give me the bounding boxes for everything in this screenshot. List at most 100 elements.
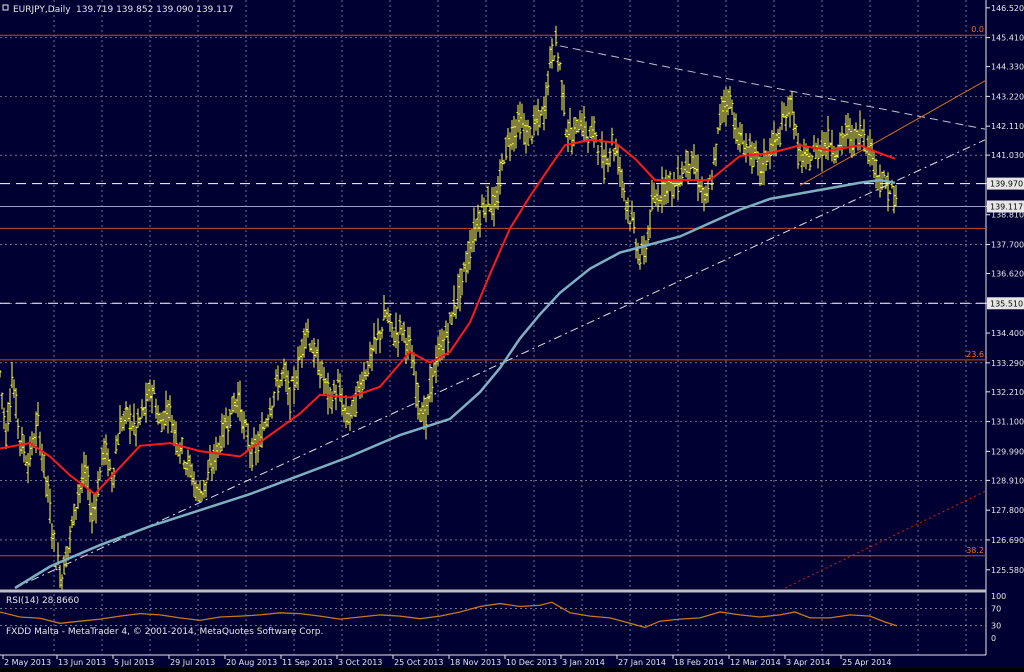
price-bar (882, 170, 886, 179)
price-bar (166, 400, 170, 434)
price-bar (516, 104, 520, 133)
price-bar (416, 382, 420, 420)
price-bar (80, 463, 84, 493)
price-bar (522, 113, 526, 145)
price-bar (150, 384, 154, 414)
fib-level-label: 38.2 (966, 546, 984, 555)
price-bar (460, 268, 464, 296)
price-bar (186, 449, 190, 478)
price-bar (304, 322, 308, 349)
price-bar (18, 440, 22, 457)
price-bar (350, 399, 354, 419)
price-bar (874, 158, 878, 189)
price-bar (564, 128, 568, 138)
price-bar (508, 132, 512, 162)
price-axis-area (986, 0, 1024, 668)
price-bar (402, 321, 406, 343)
price-bar (332, 379, 336, 395)
price-bar (430, 367, 434, 403)
price-bar (512, 115, 516, 152)
price-bar (454, 305, 458, 319)
date-tick-label: 18 Nov 2013 (450, 658, 501, 667)
price-bar (682, 165, 686, 174)
price-bar (638, 254, 642, 270)
price-bar (498, 159, 502, 195)
price-bar (144, 382, 148, 423)
price-bar (412, 352, 416, 376)
trendline (784, 490, 986, 589)
price-tag (987, 177, 1024, 190)
price-bar (230, 396, 234, 415)
price-bar (364, 369, 368, 380)
price-bar (620, 168, 624, 198)
price-bar (518, 101, 522, 140)
price-bar (770, 130, 774, 156)
price-bar (524, 120, 528, 154)
price-bar (586, 136, 590, 153)
price-bar (408, 326, 412, 354)
moving-average-slow (14, 178, 896, 590)
price-bar (108, 459, 112, 471)
date-tick-label: 5 Jul 2013 (114, 658, 154, 667)
price-bar (282, 358, 286, 379)
price-bar (190, 463, 194, 486)
price-bar (118, 405, 122, 434)
price-bar (530, 135, 534, 145)
price-bar (388, 312, 392, 332)
price-bar (280, 369, 284, 387)
price-bar (484, 203, 488, 223)
price-bar (614, 138, 618, 157)
price-bar (318, 361, 322, 389)
price-bar (514, 119, 518, 149)
fib-level-label: 23.6 (966, 350, 984, 359)
price-bar (46, 475, 50, 503)
price-bar (888, 190, 892, 195)
price-bar (372, 322, 376, 352)
price-bar (286, 370, 290, 406)
price-bar (138, 416, 142, 426)
price-bar (800, 150, 804, 174)
price-bar (434, 345, 438, 384)
price-bar (300, 338, 304, 368)
price-bar (132, 403, 136, 435)
price-tick-label: 141.030 (991, 151, 1024, 160)
price-bar (540, 106, 544, 116)
copyright-text: FXDD Malta - MetaTrader 4, © 2001-2014, … (6, 627, 323, 637)
price-bar (802, 138, 806, 167)
price-bar (612, 148, 616, 162)
price-bar (872, 151, 876, 179)
price-bar (136, 408, 140, 428)
price-bar (116, 433, 120, 445)
price-bar (398, 314, 402, 335)
price-tick-label: 144.330 (991, 63, 1024, 72)
date-tick-label: 3 Jan 2014 (562, 658, 605, 667)
price-tick-label: 128.910 (991, 476, 1024, 485)
price-bar (842, 133, 846, 147)
price-bar (158, 412, 162, 424)
price-bar (92, 493, 96, 521)
price-bar (346, 406, 350, 425)
price-bar (660, 166, 664, 214)
rsi-tick-label: 30 (991, 621, 1001, 630)
date-tick-label: 10 Dec 2013 (506, 658, 557, 667)
price-bar (84, 455, 88, 488)
price-bar (100, 447, 104, 466)
price-bar (450, 311, 454, 325)
price-bar (644, 240, 648, 263)
price-bar (340, 387, 344, 416)
price-bar (520, 103, 524, 128)
price-bar (786, 96, 790, 117)
price-bar (654, 189, 658, 206)
price-bar (464, 250, 468, 283)
price-bar (44, 476, 48, 498)
price-bar (694, 155, 698, 182)
price-bar (252, 427, 256, 447)
price-bar (680, 161, 684, 186)
price-bar (728, 86, 732, 109)
price-bar (96, 471, 100, 498)
price-bar (310, 340, 314, 354)
price-bar (164, 390, 168, 426)
price-bar (490, 187, 494, 221)
